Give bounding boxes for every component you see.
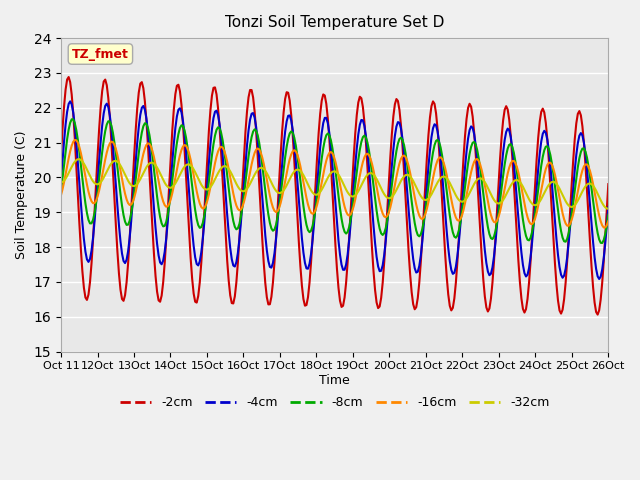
-8cm	[126, 218, 134, 224]
-2cm	[604, 181, 612, 187]
-8cm	[249, 129, 257, 134]
-32cm	[57, 180, 65, 185]
-2cm	[594, 312, 602, 317]
-16cm	[71, 137, 79, 143]
-32cm	[76, 156, 83, 162]
-16cm	[600, 225, 607, 230]
-16cm	[575, 180, 583, 186]
-4cm	[57, 178, 65, 184]
-8cm	[68, 117, 76, 122]
-8cm	[598, 240, 606, 246]
-32cm	[222, 163, 230, 169]
-4cm	[298, 235, 306, 241]
-4cm	[249, 110, 257, 116]
-32cm	[240, 188, 248, 194]
X-axis label: Time: Time	[319, 374, 350, 387]
-2cm	[57, 152, 65, 158]
-4cm	[575, 133, 583, 139]
-8cm	[298, 191, 306, 197]
-2cm	[126, 237, 134, 242]
-4cm	[595, 276, 603, 282]
-16cm	[240, 199, 248, 205]
-2cm	[298, 283, 306, 288]
Line: -2cm: -2cm	[61, 77, 608, 314]
Line: -8cm: -8cm	[61, 120, 608, 243]
-16cm	[604, 218, 612, 224]
-8cm	[604, 212, 612, 218]
-16cm	[222, 153, 230, 158]
-16cm	[249, 155, 257, 161]
-4cm	[604, 204, 612, 210]
-2cm	[240, 153, 248, 159]
Title: Tonzi Soil Temperature Set D: Tonzi Soil Temperature Set D	[225, 15, 444, 30]
-8cm	[240, 192, 248, 198]
Line: -16cm: -16cm	[61, 140, 608, 228]
Legend: -2cm, -4cm, -8cm, -16cm, -32cm: -2cm, -4cm, -8cm, -16cm, -32cm	[115, 391, 554, 414]
-4cm	[67, 98, 74, 104]
-16cm	[126, 202, 134, 208]
-8cm	[575, 156, 583, 161]
-16cm	[298, 171, 306, 177]
-2cm	[249, 95, 257, 100]
Text: TZ_fmet: TZ_fmet	[72, 48, 129, 60]
-4cm	[126, 235, 134, 241]
-2cm	[575, 108, 583, 114]
-4cm	[240, 180, 248, 186]
Line: -4cm: -4cm	[61, 101, 608, 279]
-32cm	[126, 180, 134, 186]
-8cm	[222, 159, 230, 165]
-32cm	[604, 206, 612, 212]
-32cm	[249, 175, 257, 180]
-4cm	[222, 192, 230, 198]
-16cm	[57, 192, 65, 198]
Line: -32cm: -32cm	[61, 159, 608, 209]
-32cm	[575, 195, 583, 201]
Y-axis label: Soil Temperature (C): Soil Temperature (C)	[15, 131, 28, 259]
-32cm	[298, 170, 306, 176]
-8cm	[57, 188, 65, 193]
-2cm	[222, 233, 230, 239]
-2cm	[65, 74, 72, 80]
